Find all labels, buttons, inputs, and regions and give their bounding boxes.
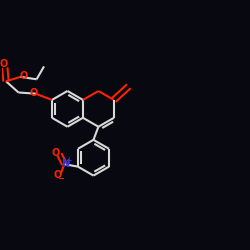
Text: O: O [52, 148, 60, 158]
Text: +: + [66, 156, 72, 166]
Text: N: N [62, 159, 70, 169]
Text: O: O [0, 59, 8, 69]
Text: O: O [19, 71, 28, 81]
Text: O: O [29, 88, 38, 98]
Text: O: O [53, 170, 62, 180]
Text: −: − [58, 174, 64, 183]
